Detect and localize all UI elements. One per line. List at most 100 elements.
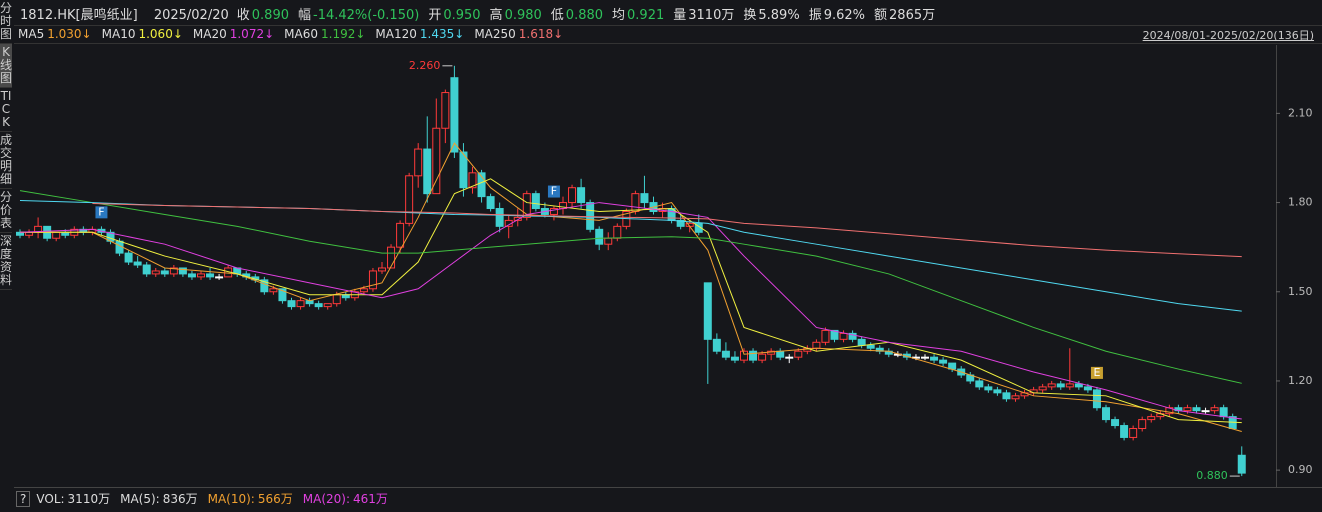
candle-body xyxy=(187,273,196,278)
candle-body xyxy=(169,267,178,275)
ma-line xyxy=(20,178,1242,424)
ma-value: 1.072↓ xyxy=(229,27,275,41)
ma-legend: MA5 1.030↓ MA10 1.060↓ MA20 1.072↓ MA60 1.192↓ M… xyxy=(18,27,573,41)
range-label[interactable]: 2024/08/01-2025/02/20(136日) xyxy=(1142,29,1314,42)
candle-body xyxy=(930,356,939,361)
candle-body xyxy=(178,267,187,275)
field-value: 5.89% xyxy=(758,8,800,23)
candle-body xyxy=(984,386,993,391)
annotation-label: 2.260 xyxy=(409,59,441,72)
ma-line xyxy=(92,202,1242,258)
header: 1812.HK[晨鸣纸业] 2025/02/20 收 0.890 幅 -14.42%(-… xyxy=(20,4,944,23)
marker-box xyxy=(1090,366,1103,379)
field-value: 3110万 xyxy=(688,8,735,23)
candle-body xyxy=(133,261,142,266)
candle-body xyxy=(151,270,160,275)
ma-name: MA60 xyxy=(284,27,318,41)
candle-body xyxy=(323,303,332,308)
vol-value: 836万 xyxy=(162,492,198,506)
annotation-label: 0.880 xyxy=(1196,469,1228,482)
candle-body xyxy=(405,175,414,224)
vol-value: 461万 xyxy=(353,492,388,506)
help-icon[interactable]: ? xyxy=(16,491,31,507)
candle-body xyxy=(423,148,432,195)
field-label: 低 xyxy=(550,8,564,23)
candle-body xyxy=(124,252,133,263)
date: 2025/02/20 xyxy=(153,8,229,23)
candle-body xyxy=(1056,383,1065,388)
candle-body xyxy=(694,222,703,233)
candle-body xyxy=(712,338,721,352)
candle-body xyxy=(287,300,296,308)
sidebar-tab[interactable]: 成交明细 xyxy=(0,132,12,189)
candle-body xyxy=(513,216,522,221)
ma-name: MA250 xyxy=(474,27,516,41)
field-value: -14.42%(-0.150) xyxy=(313,8,420,23)
ma-value: 1.060↓ xyxy=(138,27,183,41)
candle-body xyxy=(1102,407,1110,421)
candle-body xyxy=(993,389,1002,394)
field-value: 0.880 xyxy=(565,8,604,23)
sidebar-tab[interactable]: 分价表 xyxy=(0,189,12,233)
candle-body xyxy=(396,222,405,248)
marker-label: F xyxy=(98,205,104,218)
candle-body xyxy=(260,279,269,293)
candle-body xyxy=(197,273,205,278)
candle-body xyxy=(142,264,151,275)
field-label: 收 xyxy=(236,8,250,23)
sidebar-tab[interactable]: 深度资料 xyxy=(0,233,12,290)
ma-line xyxy=(20,142,1242,432)
candle-body xyxy=(269,288,278,293)
candle-body xyxy=(332,294,341,305)
ma-value: 1.192↓ xyxy=(321,27,366,41)
y-tick-label: 2.10 xyxy=(1288,106,1313,119)
candle-body xyxy=(975,380,984,388)
candle-body xyxy=(1147,416,1156,421)
field-label: 开 xyxy=(428,8,442,23)
ma-value: 1.030↓ xyxy=(47,27,92,41)
candle-body xyxy=(785,356,794,359)
vol-label: VOL: xyxy=(36,492,65,506)
candle-body xyxy=(459,151,468,189)
candle-body xyxy=(794,350,803,358)
field-value: 2865万 xyxy=(889,8,936,23)
candle-body xyxy=(432,127,441,195)
candle-body xyxy=(215,276,224,279)
field-value: 9.62% xyxy=(823,8,866,23)
candle-body xyxy=(568,187,577,204)
field-label: 高 xyxy=(489,8,503,23)
candle-body xyxy=(1129,428,1138,438)
candle-body xyxy=(387,246,396,269)
candle-body xyxy=(857,338,866,346)
sidebar-tab[interactable]: TICK xyxy=(0,88,12,132)
candle-body xyxy=(522,193,531,218)
candle-body xyxy=(1192,407,1201,412)
field-value: 0.921 xyxy=(627,8,665,23)
field-value: 0.980 xyxy=(504,8,542,23)
candle-body xyxy=(1038,386,1047,391)
candle-body xyxy=(1002,392,1011,400)
candle-body xyxy=(776,350,785,358)
candle-body xyxy=(359,288,368,293)
candle-body xyxy=(839,332,848,340)
candle-body xyxy=(52,231,61,239)
candle-body xyxy=(531,193,540,210)
marker-label: F xyxy=(551,185,557,198)
sidebar-tab[interactable]: K线图 xyxy=(0,44,12,88)
field-value: 0.950 xyxy=(443,8,481,23)
ma-name: MA20 xyxy=(192,27,227,41)
sidebar-tab[interactable]: 分时图 xyxy=(0,0,12,44)
candle-body xyxy=(676,219,685,227)
candle-body xyxy=(1138,419,1147,430)
sidebar: 分时图 K线图 TICK 成交明细 分价表 深度资料 xyxy=(0,0,14,512)
y-tick-label: 1.50 xyxy=(1288,285,1313,298)
y-tick-label: 1.20 xyxy=(1288,374,1313,387)
volume-bar: ? VOL: 3110万 MA(5): 836万 MA(10): 566万 MA(20): 46… xyxy=(16,490,398,507)
candle-body xyxy=(812,341,821,349)
field-label: 幅 xyxy=(297,8,311,23)
candle-body xyxy=(730,356,739,361)
ma-name: MA10 xyxy=(101,27,136,41)
candle-body xyxy=(549,208,558,215)
symbol: 1812.HK[晨鸣纸业] xyxy=(20,8,138,23)
